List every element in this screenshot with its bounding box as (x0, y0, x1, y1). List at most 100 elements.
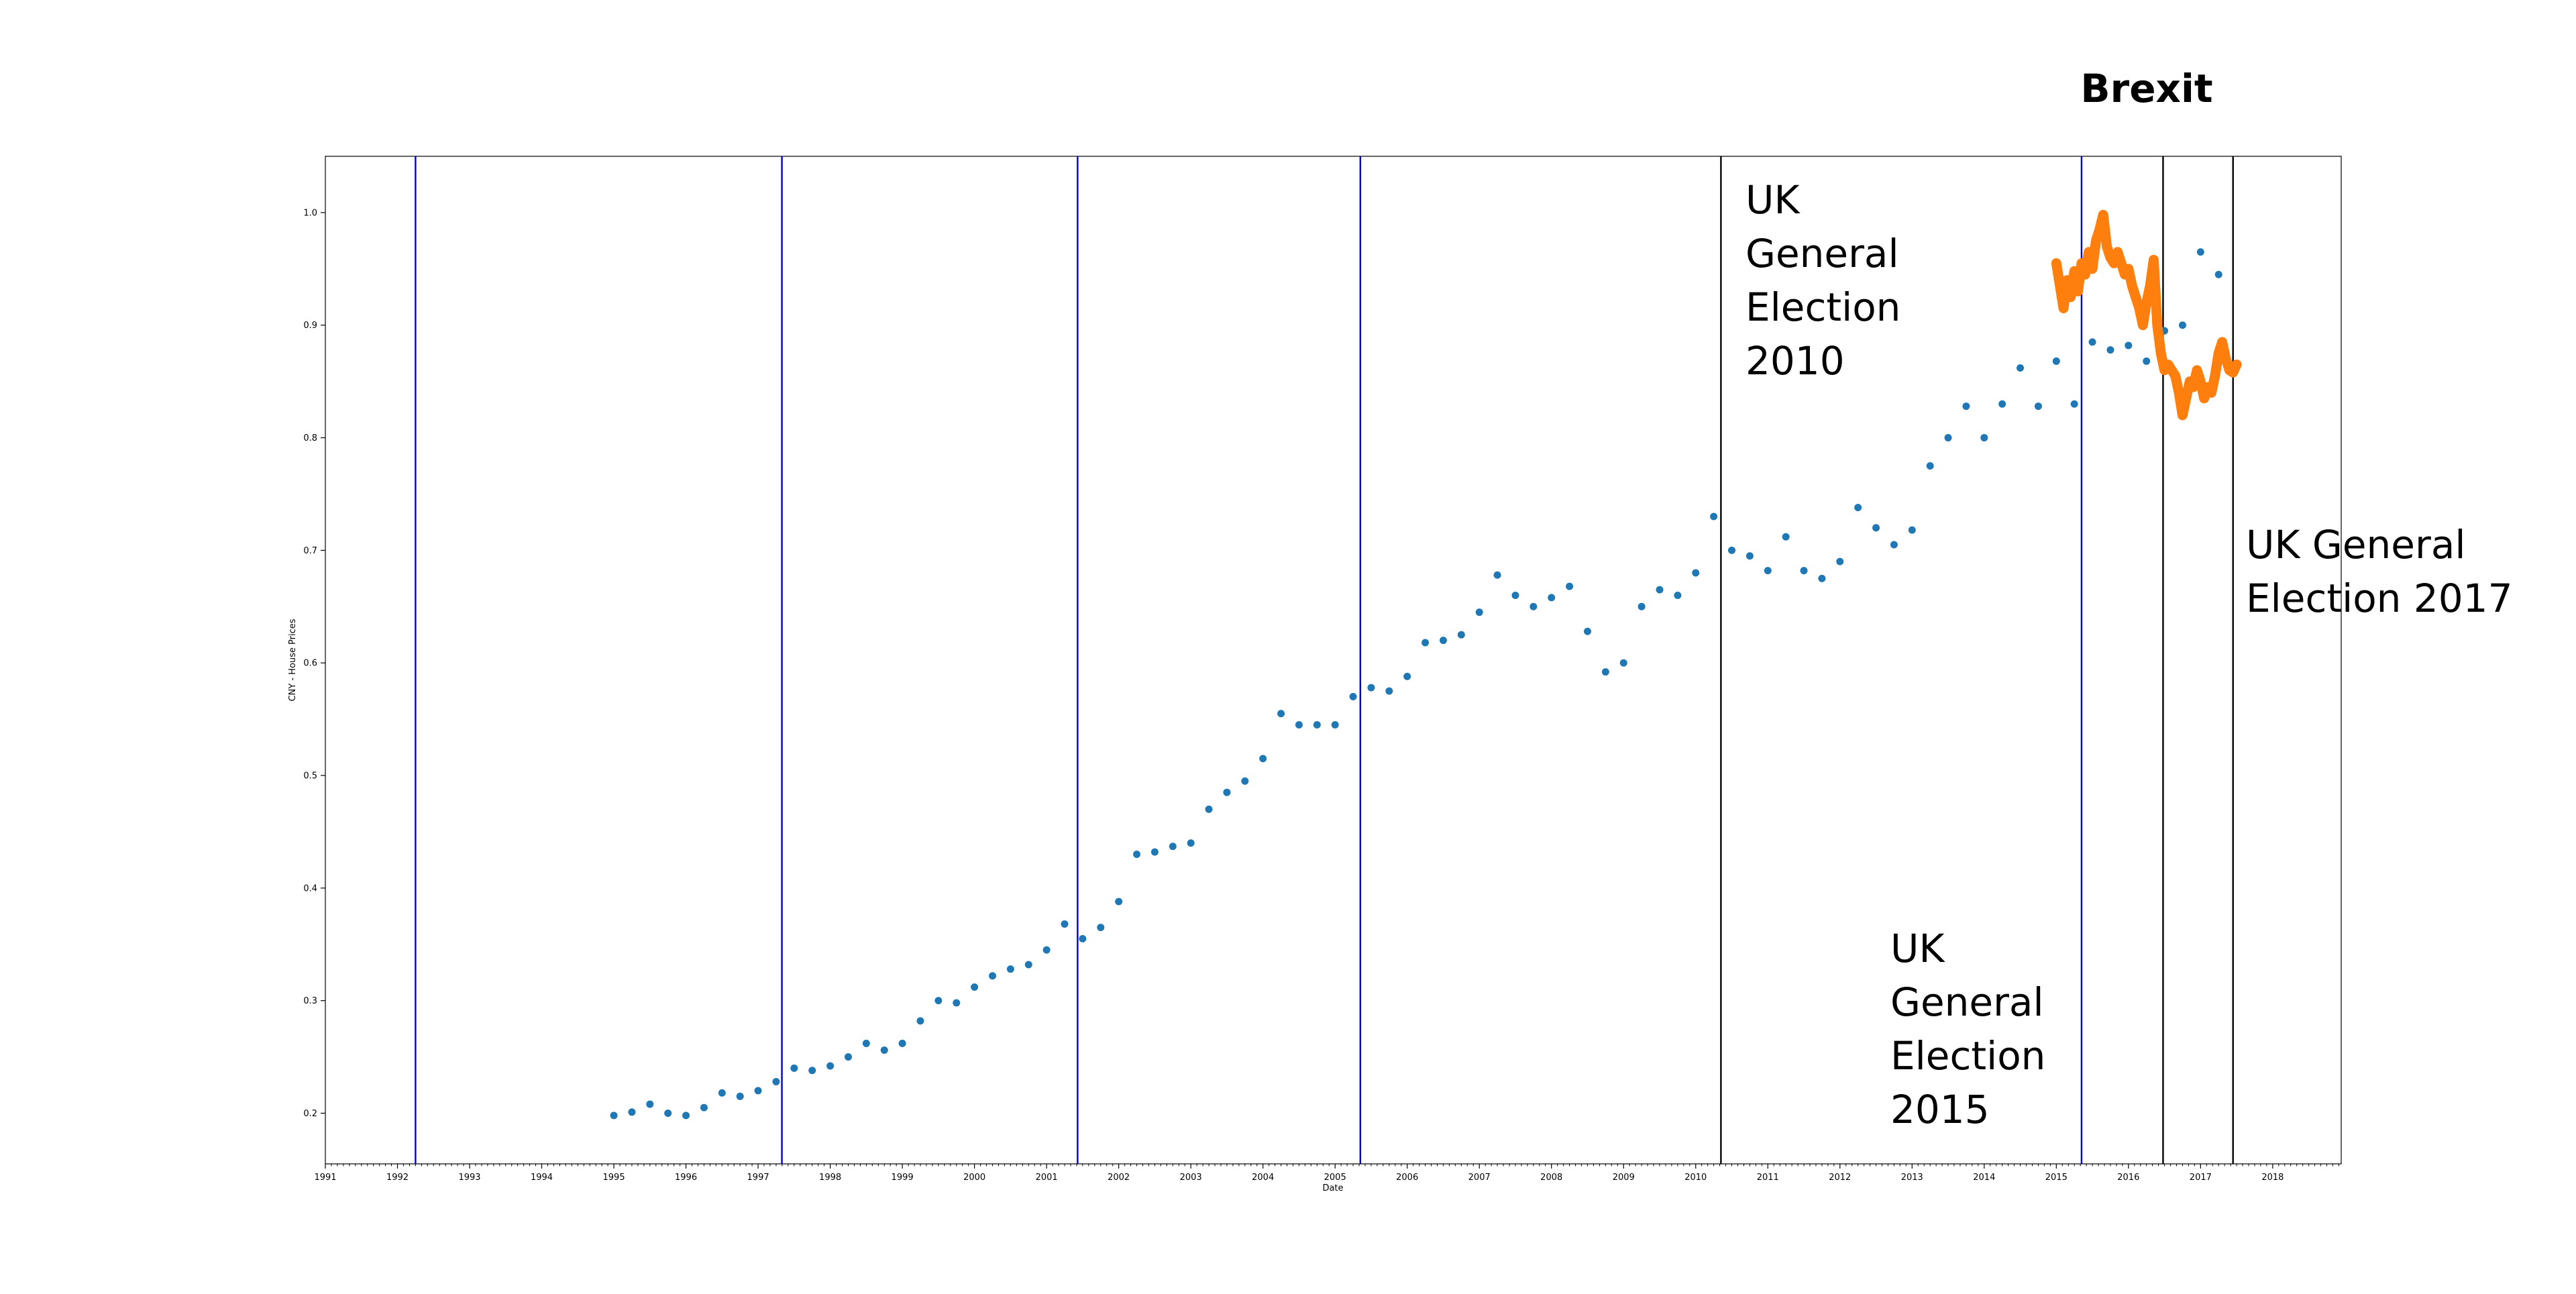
data-point (1583, 627, 1591, 635)
chart-title: Brexit (2080, 66, 2212, 111)
x-tick-label: 2006 (1396, 1173, 1418, 1183)
y-tick-label: 0.2 (303, 1109, 317, 1119)
x-tick-label: 1999 (892, 1173, 914, 1183)
y-tick-label: 0.5 (303, 771, 317, 781)
data-point (1962, 402, 1970, 411)
data-point (2017, 364, 2025, 372)
data-point (1764, 567, 1772, 575)
data-point (1439, 637, 1447, 645)
data-point (1782, 533, 1790, 541)
y-tick-label: 0.4 (303, 883, 317, 894)
annotation-election-2010: UK General Election 2010 (1746, 177, 1913, 384)
data-point (1313, 720, 1321, 729)
x-tick-label: 2005 (1324, 1173, 1346, 1183)
annotation-election-2017: UK General Election 2017 (2246, 522, 2512, 621)
data-point (1133, 850, 1141, 858)
x-tick-label: 1992 (386, 1173, 409, 1183)
x-tick-label: 2004 (1252, 1173, 1274, 1183)
data-point (1385, 687, 1393, 695)
data-point (2034, 402, 2042, 411)
data-point (844, 1053, 852, 1061)
data-point (2088, 338, 2096, 346)
data-point (1746, 552, 1754, 560)
data-point (898, 1039, 906, 1047)
data-point (790, 1064, 798, 1072)
data-point (1097, 924, 1105, 932)
x-tick-label: 1995 (603, 1173, 625, 1183)
data-point (1692, 569, 1700, 577)
x-tick-label: 2011 (1757, 1173, 1779, 1183)
x-tick-label: 2008 (1540, 1173, 1562, 1183)
data-point (1205, 805, 1213, 813)
data-point (1241, 777, 1249, 785)
data-point (1259, 755, 1267, 763)
data-point (1006, 965, 1014, 973)
x-tick-label: 2000 (963, 1173, 985, 1183)
y-axis-label: CNY - House Prices (288, 618, 298, 701)
data-point (1169, 843, 1177, 851)
data-point (2143, 357, 2151, 365)
data-point (1944, 434, 1952, 442)
data-point (1890, 541, 1898, 549)
data-point (700, 1103, 708, 1112)
data-point (1674, 592, 1682, 600)
x-tick-label: 2009 (1613, 1173, 1635, 1183)
plot-frame (325, 156, 2342, 1165)
data-point (988, 972, 996, 980)
data-point (1277, 710, 1285, 718)
data-point (1566, 582, 1574, 590)
data-point (1079, 934, 1087, 942)
x-tick-label: 1994 (531, 1173, 553, 1183)
data-point (1331, 720, 1339, 729)
data-point (2070, 400, 2078, 408)
x-axis: 1991 1992 1993 1994 1995 1996 1997 1998 1999 2000… (314, 1164, 2339, 1183)
data-point (682, 1112, 690, 1120)
data-point (628, 1108, 636, 1116)
x-tick-label: 2007 (1468, 1173, 1491, 1183)
data-point (1403, 672, 1411, 680)
data-point (2196, 248, 2204, 256)
data-point (1728, 546, 1736, 554)
data-point (610, 1112, 618, 1120)
y-tick-label: 0.9 (303, 321, 317, 331)
data-point (1493, 571, 1501, 579)
data-point (953, 999, 961, 1007)
x-tick-label: 2012 (1829, 1173, 1851, 1183)
x-tick-label: 1996 (675, 1173, 697, 1183)
data-point (718, 1089, 726, 1097)
data-point (754, 1087, 762, 1095)
data-point (1421, 639, 1430, 647)
data-point (2125, 341, 2133, 349)
data-point (1872, 524, 1880, 532)
x-tick-label: 2001 (1036, 1173, 1058, 1183)
x-tick-label: 2002 (1108, 1173, 1130, 1183)
x-tick-label: 2015 (2045, 1173, 2068, 1183)
data-point (1548, 594, 1556, 602)
data-point (934, 997, 943, 1005)
y-axis: 0.2 0.3 0.4 0.5 0.6 0.7 0.8 0.9 1.0 (303, 208, 325, 1119)
data-point (1836, 557, 1844, 565)
data-point (1800, 567, 1808, 575)
data-point (1818, 574, 1826, 582)
data-point (1295, 720, 1303, 729)
data-point (1061, 920, 1069, 928)
data-point (1150, 848, 1159, 856)
data-point (1908, 526, 1916, 534)
data-point (1475, 608, 1483, 616)
y-tick-label: 0.6 (303, 659, 317, 669)
house-prices-series (610, 248, 2222, 1120)
data-point (808, 1067, 816, 1075)
y-tick-label: 0.3 (303, 996, 317, 1006)
data-point (1656, 586, 1664, 594)
data-point (2178, 321, 2186, 329)
data-point (1601, 668, 1609, 676)
data-point (772, 1077, 780, 1085)
event-lines (415, 156, 2234, 1164)
data-point (1619, 659, 1627, 667)
data-point (1854, 504, 1862, 512)
data-point (1187, 839, 1195, 847)
data-point (1511, 592, 1519, 600)
data-point (1457, 631, 1465, 639)
annotation-election-2015: UK General Election 2015 (1890, 926, 2058, 1132)
